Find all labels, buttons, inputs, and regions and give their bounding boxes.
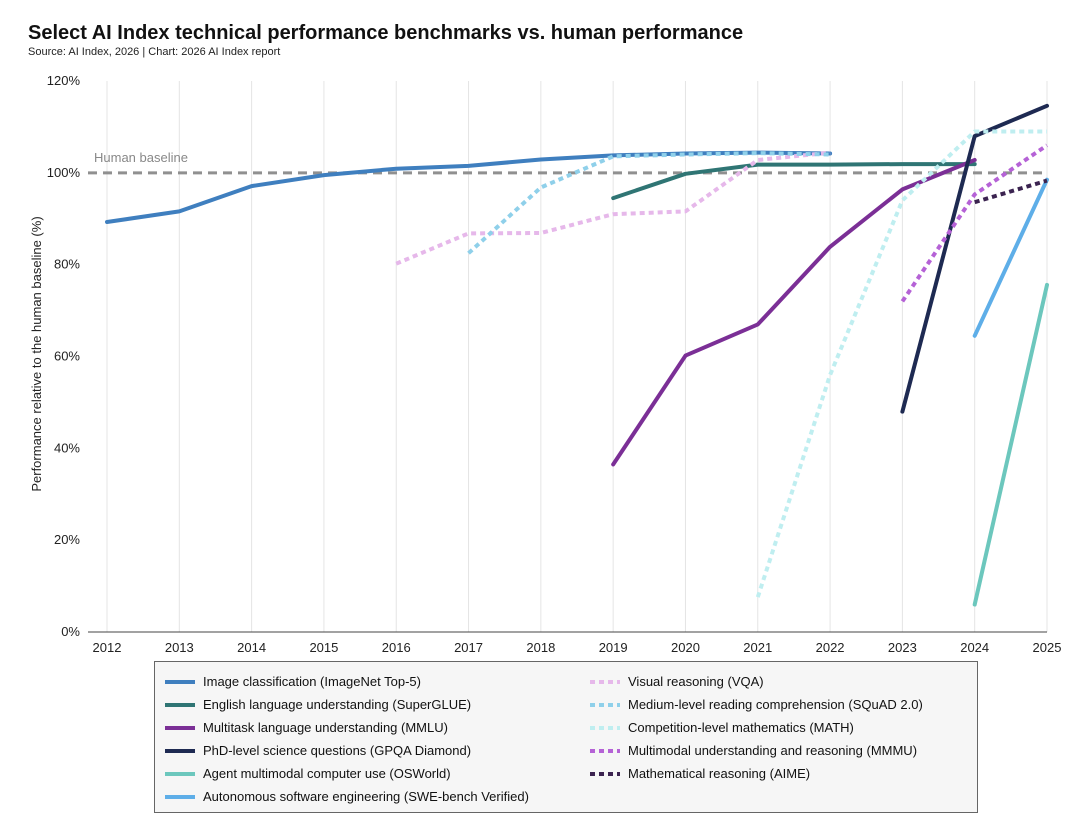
series-line-medium-level-reading-comprehension-squad-2-0 <box>467 151 831 255</box>
x-tick-label: 2012 <box>93 640 122 655</box>
legend-column-left: Image classification (ImageNet Top-5) Eng… <box>163 670 529 808</box>
legend-item: Visual reasoning (VQA) <box>588 670 923 693</box>
x-tick-label: 2020 <box>671 640 700 655</box>
x-tick-label: 2016 <box>382 640 411 655</box>
chart-source: Source: AI Index, 2026 | Chart: 2026 AI … <box>28 46 281 58</box>
legend-swatch <box>165 679 195 684</box>
legend-swatch <box>590 702 620 707</box>
y-tick-label: 0% <box>61 624 80 639</box>
y-tick-label: 60% <box>54 349 80 364</box>
legend-swatch <box>590 771 620 776</box>
x-tick-label: 2024 <box>960 640 989 655</box>
legend-label: Competition-level mathematics (MATH) <box>628 720 854 735</box>
legend-swatch <box>165 771 195 776</box>
legend-swatch <box>165 702 195 707</box>
legend-item: English language understanding (SuperGLU… <box>163 693 529 716</box>
x-tick-label: 2013 <box>165 640 194 655</box>
y-tick-label: 20% <box>54 532 80 547</box>
legend-item: Multitask language understanding (MMLU) <box>163 716 529 739</box>
legend-item: Multimodal understanding and reasoning (… <box>588 739 923 762</box>
series-line-autonomous-software-engineering-swe-bench-verified <box>972 177 1049 338</box>
legend-label: Multitask language understanding (MMLU) <box>203 720 448 735</box>
y-tick-label: 120% <box>47 73 81 88</box>
x-tick-label: 2018 <box>526 640 555 655</box>
legend-item: Competition-level mathematics (MATH) <box>588 716 923 739</box>
series-line-mathematical-reasoning-aime <box>974 178 1048 205</box>
series-line-competition-level-mathematics-math <box>755 129 1047 598</box>
baseline-label: Human baseline <box>94 150 188 165</box>
legend-swatch <box>590 679 620 684</box>
legend-swatch <box>165 794 195 799</box>
x-tick-label: 2025 <box>1033 640 1062 655</box>
series-line-phd-level-science-questions-gpqa-diamond <box>900 103 1049 414</box>
legend-item: Image classification (ImageNet Top-5) <box>163 670 529 693</box>
series-line-visual-reasoning-vqa <box>395 150 831 266</box>
legend-label: Mathematical reasoning (AIME) <box>628 766 811 781</box>
x-tick-label: 2014 <box>237 640 266 655</box>
series-line-english-language-understanding-superglue <box>611 162 977 201</box>
series-line-multitask-language-understanding-mmlu <box>611 158 977 467</box>
y-tick-label: 80% <box>54 257 80 272</box>
chart-title: Select AI Index technical performance be… <box>28 22 744 44</box>
x-tick-label: 2015 <box>309 640 338 655</box>
legend-swatch <box>590 725 620 730</box>
x-tick-label: 2023 <box>888 640 917 655</box>
legend-label: Medium-level reading comprehension (SQuA… <box>628 697 923 712</box>
legend: Image classification (ImageNet Top-5) Eng… <box>154 661 978 813</box>
axes: 2012 2013 2014 2015 2016 2017 2018 2019 2020 2021… <box>47 73 1062 655</box>
series-line-multimodal-understanding-and-reasoning-mmmu <box>900 143 1049 303</box>
legend-label: Image classification (ImageNet Top-5) <box>203 674 421 689</box>
x-tick-label: 2021 <box>743 640 772 655</box>
legend-label: English language understanding (SuperGLU… <box>203 697 472 712</box>
legend-label: PhD-level science questions (GPQA Diamon… <box>203 743 472 758</box>
series-lines <box>105 103 1049 607</box>
series-line-agent-multimodal-computer-use-osworld <box>972 282 1049 607</box>
x-tick-label: 2017 <box>454 640 483 655</box>
x-tick-label: 2019 <box>599 640 628 655</box>
legend-label: Multimodal understanding and reasoning (… <box>628 743 918 758</box>
legend-item: Medium-level reading comprehension (SQuA… <box>588 693 923 716</box>
human-baseline: Human baseline <box>88 150 1047 175</box>
legend-swatch <box>165 725 195 730</box>
legend-label: Agent multimodal computer use (OSWorld) <box>203 766 451 781</box>
legend-item: Mathematical reasoning (AIME) <box>588 762 923 785</box>
legend-item: Autonomous software engineering (SWE-ben… <box>163 785 529 808</box>
legend-column-right: Visual reasoning (VQA) Medium-level readi… <box>588 670 923 785</box>
legend-swatch <box>165 748 195 753</box>
legend-item: PhD-level science questions (GPQA Diamon… <box>163 739 529 762</box>
x-tick-label: 2022 <box>816 640 845 655</box>
legend-label: Autonomous software engineering (SWE-ben… <box>203 789 529 804</box>
y-axis-label: Performance relative to the human baseli… <box>29 216 44 491</box>
legend-item: Agent multimodal computer use (OSWorld) <box>163 762 529 785</box>
y-tick-label: 40% <box>54 440 80 455</box>
line-chart: Human baseline 2012 2013 2014 2015 2016 2017 2… <box>29 73 1062 655</box>
legend-swatch <box>590 748 620 753</box>
y-tick-label: 100% <box>47 165 81 180</box>
legend-label: Visual reasoning (VQA) <box>628 674 764 689</box>
